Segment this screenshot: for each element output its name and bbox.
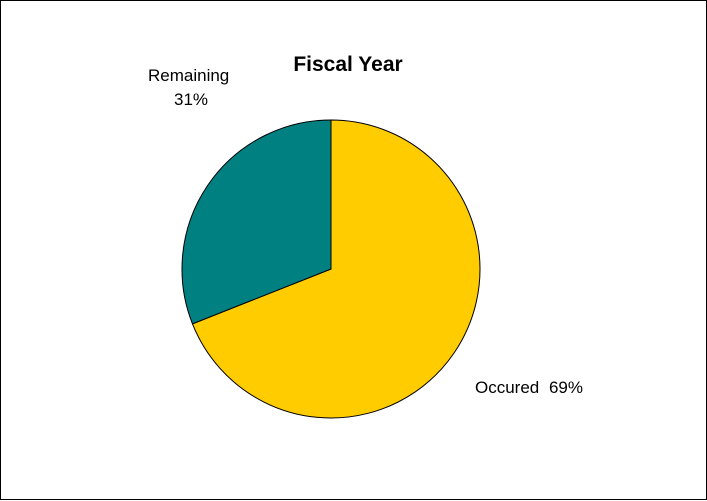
chart-title: Fiscal Year — [293, 53, 402, 76]
slice-label-remaining-value: 31% — [174, 90, 208, 109]
pie-slice-remaining — [181, 119, 332, 325]
slice-label-occured-value: 69% — [549, 378, 583, 397]
slice-label-occured-name: Occured — [475, 378, 539, 397]
pie-slices — [181, 119, 481, 419]
slice-label-remaining: Remaining 31% — [148, 66, 234, 109]
slice-label-occured: Occured 69% — [475, 378, 583, 397]
pie-slice-occured — [191, 119, 481, 419]
slice-label-remaining-name: Remaining — [148, 66, 229, 85]
